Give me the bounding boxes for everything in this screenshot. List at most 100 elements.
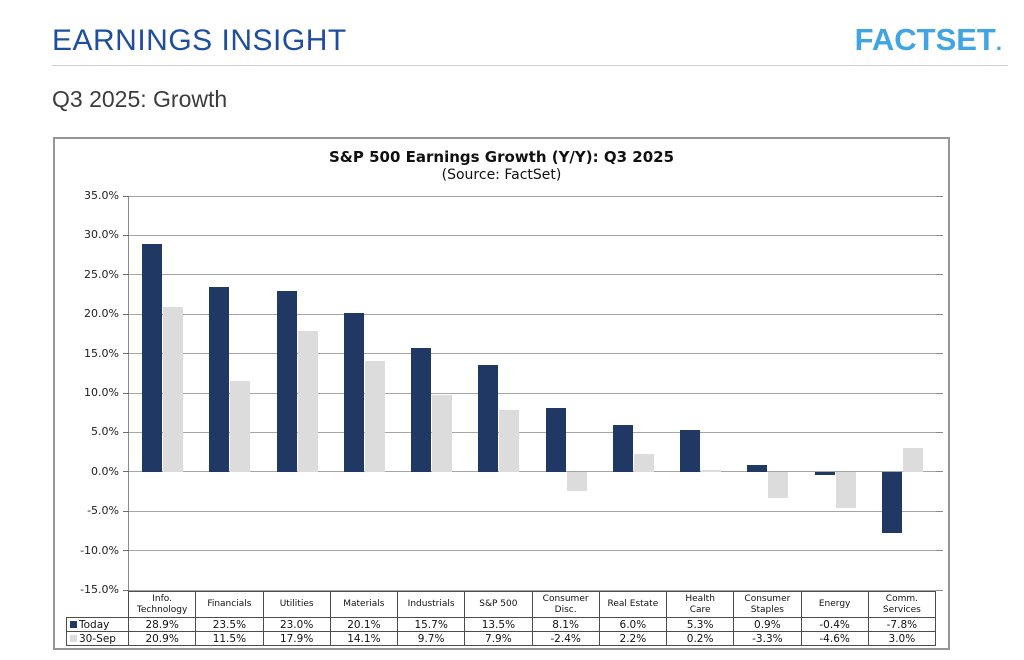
bar-today-financials bbox=[209, 286, 230, 472]
chart-frame: S&P 500 Earnings Growth (Y/Y): Q3 2025 (… bbox=[53, 137, 950, 650]
data-table: Info. Technology Financials Utilities Mater… bbox=[66, 591, 937, 646]
factset-logo-text: FACTSET bbox=[854, 22, 996, 57]
column-header-energy: Energy bbox=[800, 591, 869, 618]
bar-today-comm-services bbox=[881, 471, 902, 534]
bar-30-sep-energy bbox=[835, 471, 856, 509]
column-header-health-care: Health Care bbox=[665, 591, 735, 618]
bar-30-sep-health-care bbox=[701, 470, 722, 472]
y-axis-label: 25.0% bbox=[84, 267, 119, 281]
y-axis-tick bbox=[123, 353, 129, 355]
y-axis-label: 15.0% bbox=[84, 346, 119, 360]
column-header-utilities: Utilities bbox=[262, 591, 331, 618]
value-30-sep-materials: 14.1% bbox=[329, 631, 399, 646]
y-axis-tick-right bbox=[936, 510, 943, 512]
gridline bbox=[129, 510, 936, 512]
column-header-comm-services: Comm. Services bbox=[867, 591, 937, 618]
bar-today-energy bbox=[814, 471, 835, 475]
page-title: EARNINGS INSIGHT bbox=[52, 24, 347, 57]
column-header-consumer-staples: Consumer Staples bbox=[733, 591, 802, 618]
gridline bbox=[129, 313, 936, 315]
legend-label-30-sep: 30-Sep bbox=[79, 632, 116, 645]
factset-logo: FACTSET. bbox=[855, 22, 1002, 58]
bar-30-sep-industrials bbox=[432, 395, 453, 472]
y-axis-label: 10.0% bbox=[84, 386, 119, 399]
value-30-sep-industrials: 9.7% bbox=[396, 631, 466, 646]
y-axis-tick-right bbox=[936, 313, 943, 315]
value-today-consumer-staples: 0.9% bbox=[733, 617, 802, 632]
y-axis-tick bbox=[123, 313, 129, 315]
bar-today-info-technology bbox=[142, 244, 163, 472]
value-today-real-estate: 6.0% bbox=[598, 617, 668, 632]
gridline bbox=[129, 274, 936, 276]
legend-label-today: Today bbox=[79, 618, 110, 631]
value-30-sep-health-care: 0.2% bbox=[665, 631, 735, 646]
gridline bbox=[129, 550, 936, 552]
gridline bbox=[129, 195, 936, 197]
bar-30-sep-materials bbox=[364, 360, 385, 472]
bar-today-consumer-disc bbox=[545, 407, 566, 472]
y-axis-tick-right bbox=[936, 471, 943, 473]
bar-30-sep-utilities bbox=[297, 330, 318, 472]
y-axis-label: -10.0% bbox=[80, 543, 119, 557]
bar-30-sep-real-estate bbox=[633, 454, 654, 472]
value-30-sep-utilities: 17.9% bbox=[262, 631, 331, 646]
column-header-consumer-disc: Consumer Disc. bbox=[531, 591, 600, 618]
column-header-s-p-500: S&P 500 bbox=[464, 591, 533, 618]
value-30-sep-energy: -4.6% bbox=[800, 631, 869, 646]
y-axis-tick bbox=[123, 392, 129, 394]
plot-area: 35.0% 30.0% 25.0% 20.0% 15.0% 10.0% 5.0% 0.0% -5… bbox=[80, 189, 943, 596]
gridline bbox=[129, 431, 936, 433]
bar-30-sep-s-p-500 bbox=[499, 409, 520, 472]
value-today-materials: 20.1% bbox=[329, 617, 399, 632]
chart-subtitle: (Source: FactSet) bbox=[441, 167, 562, 183]
gridline bbox=[129, 471, 936, 473]
column-header-info-technology: Info. Technology bbox=[127, 591, 197, 618]
y-axis-label: 35.0% bbox=[84, 189, 119, 202]
value-today-consumer-disc: 8.1% bbox=[531, 617, 600, 632]
gridline bbox=[129, 392, 936, 394]
y-axis-tick-right bbox=[936, 589, 943, 591]
value-today-s-p-500: 13.5% bbox=[464, 617, 533, 632]
bar-today-consumer-staples bbox=[747, 464, 768, 472]
y-axis-tick bbox=[123, 550, 129, 552]
value-today-health-care: 5.3% bbox=[665, 617, 735, 632]
y-axis-tick-right bbox=[936, 353, 943, 355]
y-axis-label: 30.0% bbox=[84, 228, 119, 242]
legend-swatch-today bbox=[70, 621, 77, 628]
value-30-sep-consumer-staples: -3.3% bbox=[733, 631, 802, 646]
y-axis-tick-right bbox=[936, 195, 943, 197]
value-30-sep-real-estate: 2.2% bbox=[598, 631, 668, 646]
value-today-comm-services: -7.8% bbox=[867, 617, 937, 632]
y-axis-tick bbox=[123, 510, 129, 512]
bar-today-materials bbox=[343, 313, 364, 472]
y-axis-label: 20.0% bbox=[84, 307, 119, 321]
bar-30-sep-financials bbox=[230, 381, 251, 472]
y-axis-label: -5.0% bbox=[87, 504, 119, 518]
column-header-financials: Financials bbox=[195, 591, 264, 618]
gridline bbox=[129, 589, 936, 591]
value-30-sep-consumer-disc: -2.4% bbox=[531, 631, 600, 646]
y-axis-label: 5.0% bbox=[91, 425, 119, 439]
gridline bbox=[129, 353, 936, 355]
header-divider bbox=[52, 65, 1008, 66]
value-today-industrials: 15.7% bbox=[396, 617, 466, 632]
table-corner-blank bbox=[67, 592, 129, 618]
y-axis-tick bbox=[123, 274, 129, 276]
chart-title: S&P 500 Earnings Growth (Y/Y): Q3 2025 bbox=[328, 148, 675, 166]
legend-swatch-30-sep bbox=[70, 635, 77, 642]
y-axis-tick-right bbox=[936, 274, 943, 276]
column-header-materials: Materials bbox=[329, 591, 399, 618]
bar-30-sep-consumer-staples bbox=[768, 471, 789, 498]
gridline bbox=[129, 234, 936, 236]
bar-today-industrials bbox=[411, 348, 432, 472]
bar-today-s-p-500 bbox=[478, 365, 499, 472]
y-axis-tick bbox=[123, 234, 129, 236]
value-30-sep-financials: 11.5% bbox=[195, 631, 264, 646]
bar-today-utilities bbox=[276, 290, 297, 472]
value-today-info-technology: 28.9% bbox=[127, 617, 197, 632]
column-header-industrials: Industrials bbox=[396, 591, 466, 618]
chart-data-table: Info. Technology Financials Utilities Mater… bbox=[66, 591, 937, 646]
value-30-sep-s-p-500: 7.9% bbox=[464, 631, 533, 646]
bar-today-health-care bbox=[680, 430, 701, 472]
